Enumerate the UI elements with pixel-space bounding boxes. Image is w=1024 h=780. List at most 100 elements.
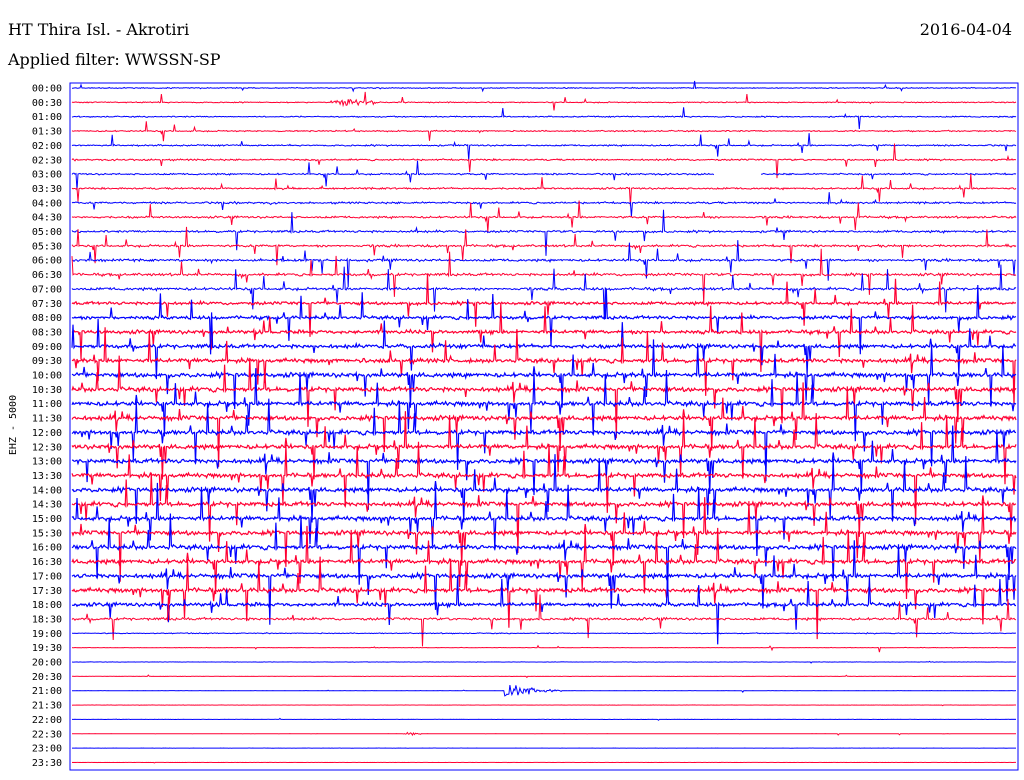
trace-row-1000 bbox=[71, 339, 1017, 410]
time-tick-label: 23:00 bbox=[32, 744, 62, 755]
trace-row-0200 bbox=[71, 133, 1017, 161]
time-tick-label: 05:00 bbox=[32, 227, 62, 238]
time-tick-label: 17:30 bbox=[32, 586, 62, 597]
time-tick-label: 15:30 bbox=[32, 528, 62, 539]
trace-group bbox=[71, 80, 1017, 764]
time-tick-label: 04:00 bbox=[32, 198, 62, 209]
trace-row-0700 bbox=[71, 264, 1017, 320]
plot-frame bbox=[69, 82, 1019, 771]
time-tick-label: 16:00 bbox=[32, 543, 62, 554]
trace-row-0900 bbox=[71, 312, 1017, 380]
trace-row-0030 bbox=[71, 91, 1017, 111]
trace-row-1900 bbox=[71, 632, 1016, 635]
data-gap bbox=[713, 167, 762, 182]
time-tick-label: 08:00 bbox=[32, 313, 62, 324]
time-tick-label: 14:30 bbox=[32, 500, 62, 511]
trace-row-0500 bbox=[71, 209, 1017, 256]
time-tick-label: 05:30 bbox=[32, 241, 62, 252]
trace-row-0630 bbox=[71, 248, 1017, 304]
trace-row-0530 bbox=[71, 226, 1017, 266]
trace-row-2230 bbox=[71, 731, 1017, 737]
channel-label: EHZ - 5000 bbox=[8, 395, 19, 455]
trace-row-1530 bbox=[71, 497, 1017, 582]
trace-row-1330 bbox=[71, 441, 1017, 525]
time-tick-label: 03:30 bbox=[32, 184, 62, 195]
trace-row-1830 bbox=[71, 594, 1017, 647]
trace-row-2030 bbox=[71, 674, 1016, 679]
time-tick-label: 12:00 bbox=[32, 428, 62, 439]
time-tick-label: 11:30 bbox=[32, 414, 62, 425]
time-tick-label: 20:00 bbox=[32, 658, 62, 669]
time-tick-label: 13:00 bbox=[32, 457, 62, 468]
trace-row-1100 bbox=[71, 368, 1017, 442]
time-tick-label: 13:30 bbox=[32, 471, 62, 482]
trace-row-0100 bbox=[71, 107, 1017, 129]
time-tick-label: 19:00 bbox=[32, 629, 62, 640]
time-tick-label: 14:00 bbox=[32, 485, 62, 496]
trace-row-1430 bbox=[71, 472, 1017, 554]
time-tick-label: 06:00 bbox=[32, 256, 62, 267]
trace-row-1200 bbox=[71, 398, 1017, 482]
time-tick-label: 04:30 bbox=[32, 213, 62, 224]
trace-row-2100 bbox=[72, 685, 1017, 697]
trace-row-0430 bbox=[71, 200, 1017, 233]
time-tick-label: 17:00 bbox=[32, 571, 62, 582]
trace-row-1600 bbox=[71, 513, 1017, 597]
trace-row-1400 bbox=[71, 454, 1017, 524]
trace-row-2200 bbox=[72, 717, 1017, 721]
trace-row-0830 bbox=[71, 302, 1017, 372]
trace-row-0930 bbox=[71, 327, 1017, 407]
trace-row-0230 bbox=[71, 143, 1017, 179]
time-tick-label: 22:00 bbox=[32, 715, 62, 726]
time-tick-label: 21:30 bbox=[32, 701, 62, 712]
time-tick-label: 07:30 bbox=[32, 299, 62, 310]
date-label: 2016-04-04 bbox=[919, 20, 1012, 39]
trace-row-2000 bbox=[71, 660, 1017, 664]
trace-row-1500 bbox=[71, 482, 1017, 557]
trace-row-1730 bbox=[71, 556, 1017, 640]
trace-row-0600 bbox=[71, 240, 1017, 288]
trace-row-1230 bbox=[71, 411, 1017, 485]
trace-row-1630 bbox=[71, 525, 1017, 600]
trace-row-1700 bbox=[71, 540, 1017, 625]
time-axis: 00:00 00:30 01:00 01:30 02:00 02:30 03:00 03:30… bbox=[32, 84, 62, 769]
time-tick-label: 01:30 bbox=[32, 127, 62, 138]
time-tick-label: 23:30 bbox=[32, 758, 62, 769]
time-tick-label: 22:30 bbox=[32, 729, 62, 740]
time-tick-label: 18:30 bbox=[32, 614, 62, 625]
time-tick-label: 06:30 bbox=[32, 270, 62, 281]
trace-row-0000 bbox=[72, 80, 1017, 93]
time-tick-label: 02:30 bbox=[32, 155, 62, 166]
trace-row-1130 bbox=[71, 382, 1017, 467]
time-tick-label: 03:00 bbox=[32, 170, 62, 181]
trace-row-1300 bbox=[71, 425, 1017, 510]
time-tick-label: 16:30 bbox=[32, 557, 62, 568]
time-tick-label: 11:00 bbox=[32, 399, 62, 410]
time-tick-label: 01:00 bbox=[32, 112, 62, 123]
station-title: HT Thira Isl. - Akrotiri bbox=[8, 20, 190, 39]
time-tick-label: 18:00 bbox=[32, 600, 62, 611]
time-tick-label: 21:00 bbox=[32, 686, 62, 697]
trace-row-0730 bbox=[71, 273, 1017, 337]
time-tick-label: 07:00 bbox=[32, 284, 62, 295]
trace-row-2130 bbox=[71, 704, 1016, 707]
time-tick-label: 10:30 bbox=[32, 385, 62, 396]
trace-row-2330 bbox=[71, 761, 1016, 764]
time-tick-label: 00:30 bbox=[32, 98, 62, 109]
time-tick-label: 00:00 bbox=[32, 84, 62, 95]
time-tick-label: 12:30 bbox=[32, 442, 62, 453]
time-tick-label: 08:30 bbox=[32, 327, 62, 338]
trace-row-1030 bbox=[71, 355, 1017, 439]
trace-row-0300 bbox=[71, 160, 1017, 191]
time-tick-label: 20:30 bbox=[32, 672, 62, 683]
trace-row-0130 bbox=[71, 121, 1017, 142]
time-tick-label: 09:30 bbox=[32, 356, 62, 367]
trace-row-1930 bbox=[71, 644, 1017, 653]
time-tick-label: 19:30 bbox=[32, 643, 62, 654]
time-tick-label: 15:00 bbox=[32, 514, 62, 525]
filter-label: Applied filter: WWSSN-SP bbox=[8, 50, 221, 69]
trace-row-0400 bbox=[71, 192, 1017, 218]
time-tick-label: 09:00 bbox=[32, 342, 62, 353]
time-tick-label: 10:00 bbox=[32, 371, 62, 382]
